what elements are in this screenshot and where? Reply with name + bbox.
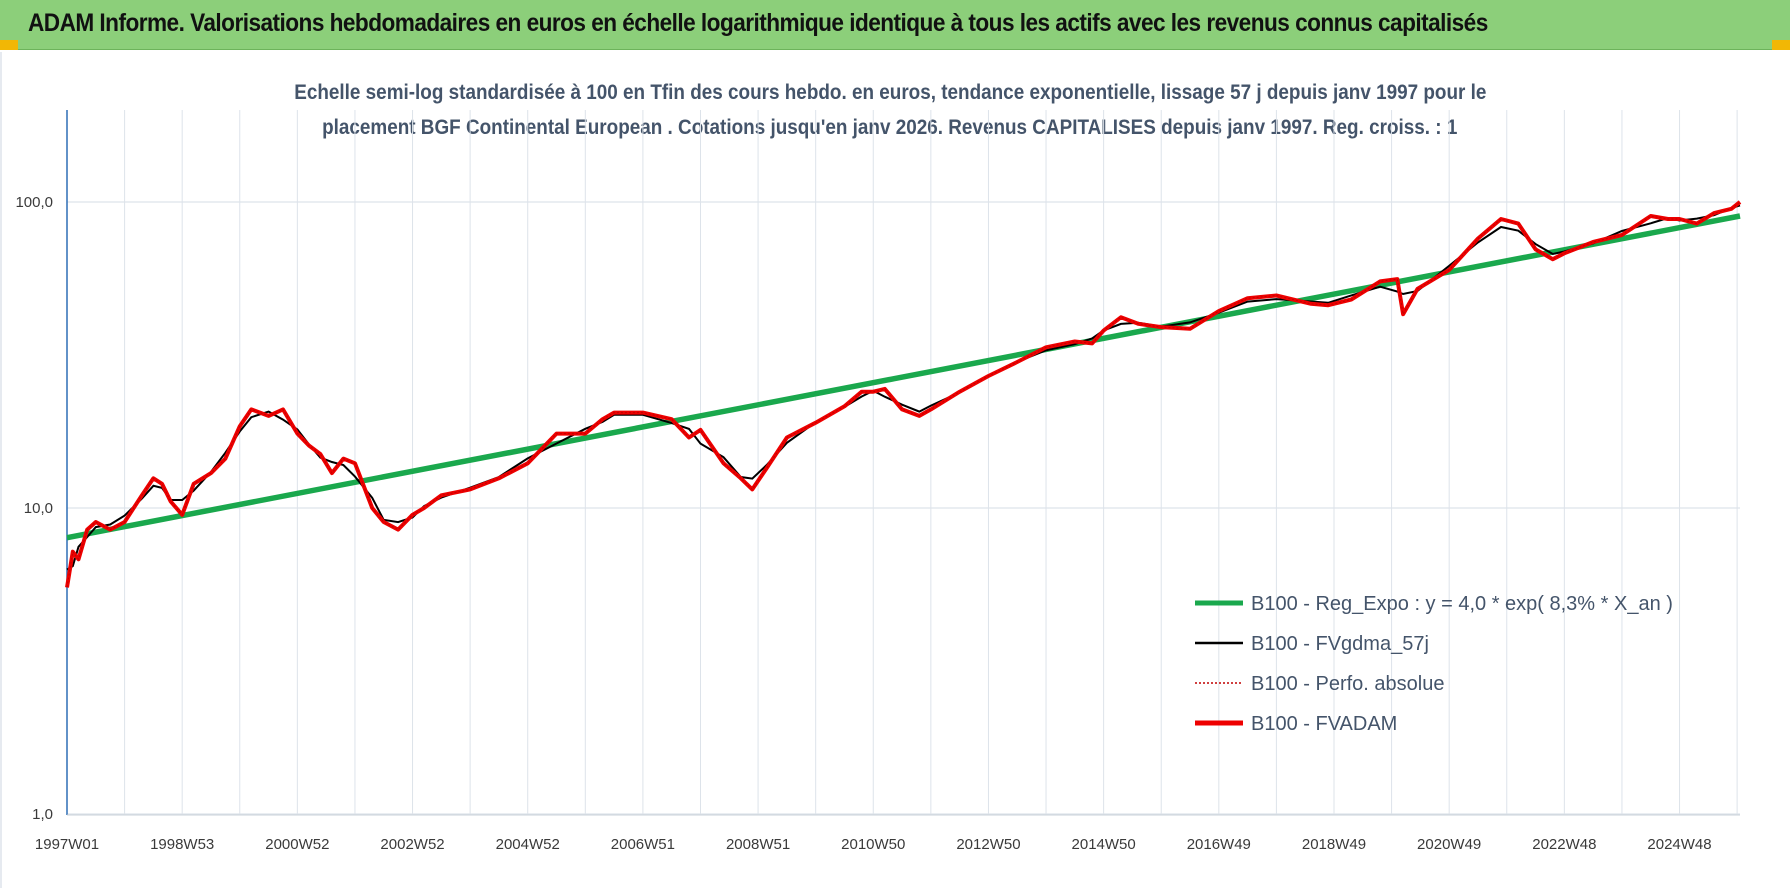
legend-label: B100 - Perfo. absolue [1251, 673, 1444, 695]
x-tick-label: 2004W52 [496, 836, 560, 853]
axes: 1,0 10,0 100,0 1997W01 1998W53 2000W52 2002W52… [15, 110, 1740, 853]
x-tick-label: 2024W48 [1647, 836, 1711, 853]
header-title: ADAM Informe. Valorisations hebdomadaire… [28, 9, 1488, 37]
fvadam-line [65, 200, 1742, 588]
legend-label: B100 - Reg_Expo : y = 4,0 * exp( 8,3% * … [1251, 593, 1673, 615]
y-tick-label: 100,0 [15, 194, 53, 211]
grid [66, 110, 1740, 815]
chart-title: Echelle semi-log standardisée à 100 en T… [180, 75, 1600, 145]
corner-marker-right [1772, 40, 1790, 50]
chart-title-line2: placement BGF Continental European . Cot… [322, 116, 1458, 139]
chart-title-line1: Echelle semi-log standardisée à 100 en T… [293, 81, 1487, 104]
x-tick-label: 2000W52 [265, 836, 329, 853]
x-tick-label: 2002W52 [380, 836, 444, 853]
x-tick-label: 2010W50 [841, 836, 905, 853]
x-tick-label: 2016W49 [1187, 836, 1251, 853]
y-tick-label: 1,0 [32, 806, 53, 823]
moving-average-line [66, 204, 1741, 571]
legend: B100 - Reg_Expo : y = 4,0 * exp( 8,3% * … [1195, 593, 1673, 735]
legend-label: B100 - FVgdma_57j [1251, 633, 1429, 655]
x-tick-label: 2006W51 [611, 836, 675, 853]
x-tick-label: 1998W53 [150, 836, 214, 853]
x-tick-label: 2008W51 [726, 836, 790, 853]
x-tick-label: 2020W49 [1417, 836, 1481, 853]
x-tick-label: 2018W49 [1302, 836, 1366, 853]
corner-marker-left [0, 40, 18, 50]
perfo-absolue-line [66, 201, 1741, 588]
regression-line [66, 213, 1741, 541]
y-tick-label: 10,0 [24, 500, 53, 517]
x-tick-label: 2014W50 [1072, 836, 1136, 853]
header-bar: ADAM Informe. Valorisations hebdomadaire… [0, 0, 1790, 50]
x-tick-label: 2022W48 [1532, 836, 1596, 853]
chart-area [0, 52, 1790, 888]
legend-label: B100 - FVADAM [1251, 713, 1397, 735]
series [65, 200, 1742, 588]
x-tick-label: 2012W50 [956, 836, 1020, 853]
x-tick-label: 1997W01 [35, 836, 99, 853]
